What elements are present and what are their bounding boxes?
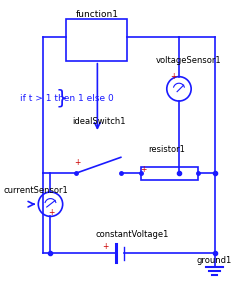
Text: if t > 1 then 1 else 0: if t > 1 then 1 else 0 <box>20 94 113 103</box>
Text: +: + <box>140 165 147 174</box>
Text: +: + <box>103 242 109 251</box>
Text: ground1: ground1 <box>197 256 232 265</box>
Bar <box>66 19 127 61</box>
Text: function1: function1 <box>76 10 119 19</box>
Text: +: + <box>48 208 54 217</box>
Text: +: + <box>75 158 81 166</box>
Text: currentSensor1: currentSensor1 <box>3 186 68 195</box>
Text: idealSwitch1: idealSwitch1 <box>72 117 126 126</box>
Bar <box>141 167 198 180</box>
Text: +: + <box>170 72 177 81</box>
Text: constantVoltage1: constantVoltage1 <box>95 230 169 239</box>
Text: }: } <box>55 89 68 108</box>
Text: voltageSensor1: voltageSensor1 <box>156 56 221 65</box>
Text: resistor1: resistor1 <box>148 145 185 154</box>
